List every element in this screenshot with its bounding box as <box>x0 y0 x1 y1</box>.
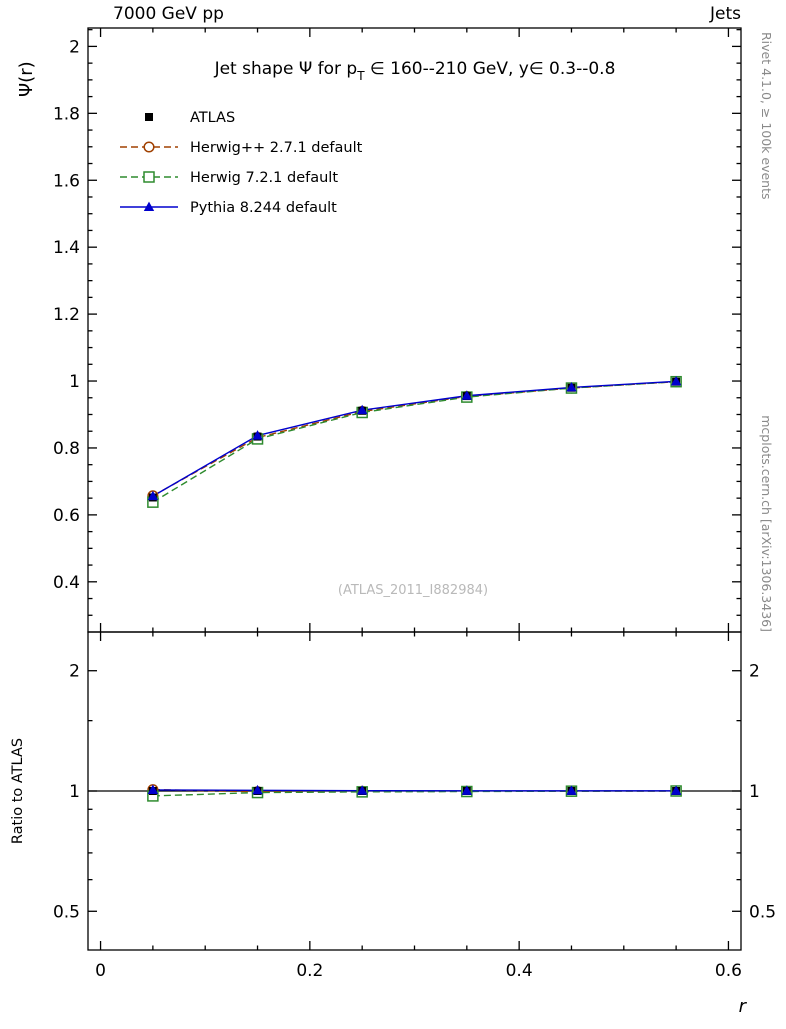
y-tick-label: 0.6 <box>53 506 80 526</box>
y-axis-label: Ψ(r) <box>16 61 37 97</box>
legend-item-atlas: ATLAS <box>145 110 235 126</box>
ratio-tick-label-right: 0.5 <box>749 902 776 922</box>
y-tick-label: 1.2 <box>53 305 80 325</box>
header-analysis-label: Jets <box>709 4 741 24</box>
x-axis-tick-labels: 0 0.2 0.4 0.6 <box>95 961 742 981</box>
y-tick-label: 2 <box>69 37 80 57</box>
analysis-id-watermark: (ATLAS_2011_I882984) <box>338 583 488 598</box>
triangle-filled-marker <box>670 785 682 795</box>
series-markers-pythia-8-244-default <box>147 375 682 795</box>
square-open-marker <box>143 171 155 183</box>
x-axis-label: r <box>739 996 748 1017</box>
triangle-filled-marker <box>252 784 263 795</box>
y-tick-label: 0.4 <box>53 573 80 593</box>
legend-item-herwig-7-2-1-default: Herwig 7.2.1 default <box>120 170 338 186</box>
mcplots-arxiv-note: mcplots.cern.ch [arXiv:1306.3436] <box>759 415 774 632</box>
ratio-tick-label-left: 2 <box>69 662 80 682</box>
triangle-filled-marker <box>356 785 368 795</box>
triangle-filled-marker <box>147 784 159 794</box>
triangle-filled-marker <box>143 201 155 211</box>
series-layer <box>88 375 741 802</box>
y-tick-label: 1 <box>69 372 80 392</box>
y-tick-label: 1.6 <box>53 171 80 191</box>
legend-label: Herwig++ 2.7.1 default <box>190 140 363 156</box>
plot-title-pre: Jet shape Ψ for p <box>214 59 358 79</box>
plot-title-post: ∈ 160--210 GeV, y∈ 0.3--0.8 <box>365 59 616 79</box>
rivet-version-note: Rivet 4.1.0, ≥ 100k events <box>759 32 774 200</box>
main-panel-frame <box>87 27 742 633</box>
ratio-tick-label-right: 1 <box>749 782 760 802</box>
triangle-filled-marker <box>566 785 577 795</box>
triangle-filled-marker <box>461 785 473 795</box>
header-beam-label: 7000 GeV pp <box>113 4 224 24</box>
legend: ATLAS Herwig++ 2.7.1 default Herwig 7.2.1 … <box>120 110 363 216</box>
square-filled-marker <box>145 113 153 121</box>
triangle-filled-marker <box>147 490 159 501</box>
x-tick-label: 0.4 <box>506 961 533 981</box>
plot-title: Jet shape Ψ for pT ∈ 160--210 GeV, y∈ 0.… <box>214 59 616 83</box>
circle-open-marker <box>143 141 155 153</box>
legend-item-herwig-2-7-1-default: Herwig++ 2.7.1 default <box>120 140 363 156</box>
axes-layer: 0 0.2 0.4 0.6 0.4 0.6 0.8 1 1.2 1.4 1.6 1.8 2 0.5 0.5 1… <box>53 27 776 981</box>
x-tick-label: 0 <box>95 961 106 981</box>
legend-label: ATLAS <box>190 110 235 126</box>
triangle-filled-marker <box>252 430 263 440</box>
triangle-filled-marker <box>356 404 368 415</box>
ratio-tick-label-right: 2 <box>749 662 760 682</box>
legend-label: Pythia 8.244 default <box>190 200 337 216</box>
ratio-tick-label-left: 0.5 <box>53 902 80 922</box>
ratio-tick-label-left: 1 <box>69 782 80 802</box>
series-line-pythia-8-244-default <box>152 380 677 497</box>
y-axis-tick-labels: 0.4 0.6 0.8 1 1.2 1.4 1.6 1.8 2 <box>53 37 80 592</box>
x-tick-label: 0.6 <box>715 961 742 981</box>
triangle-filled-marker <box>566 381 577 392</box>
series-line-herwig-7-2-1-default <box>152 381 677 503</box>
ratio-line-pythia-8-244-default <box>152 789 677 792</box>
y-tick-label: 1.4 <box>53 238 80 258</box>
axis-ticks <box>88 28 741 950</box>
triangle-filled-marker <box>670 375 682 386</box>
y-tick-label: 1.8 <box>53 104 80 124</box>
triangle-filled-marker <box>461 390 473 400</box>
legend-label: Herwig 7.2.1 default <box>190 170 338 186</box>
y-tick-label: 0.8 <box>53 439 80 459</box>
x-tick-label: 0.2 <box>296 961 323 981</box>
series-line-herwig-2-7-1-default <box>152 381 677 497</box>
plot-title-subscript: T <box>356 69 365 83</box>
ratio-tick-labels: 0.5 0.5 1 1 2 2 <box>53 662 776 923</box>
legend-item-pythia-8-244-default: Pythia 8.244 default <box>120 200 337 216</box>
ratio-y-axis-label: Ratio to ATLAS <box>10 738 26 844</box>
